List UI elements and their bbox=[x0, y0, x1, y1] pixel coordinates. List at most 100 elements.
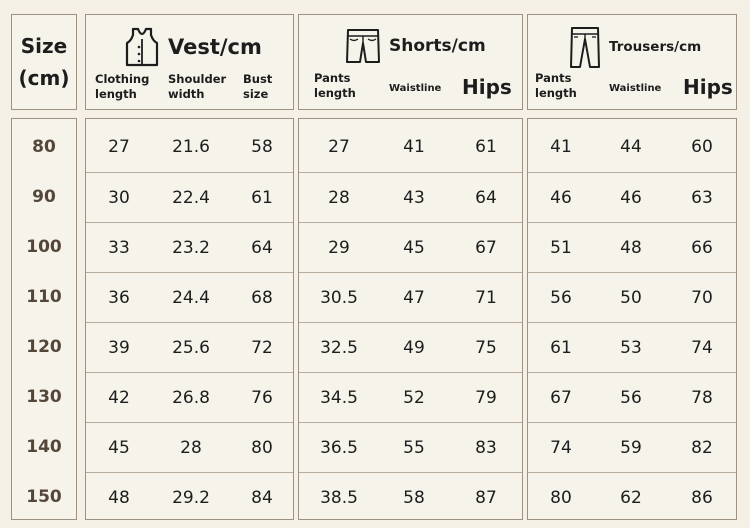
vest-row: 39 25.6 72 bbox=[86, 322, 293, 372]
vest-row: 42 26.8 76 bbox=[86, 372, 293, 422]
trousers-row: 67 56 78 bbox=[528, 372, 736, 422]
vest-cell: 22.4 bbox=[172, 187, 210, 208]
vest-cell: 48 bbox=[108, 487, 130, 508]
vest-cell: 36 bbox=[108, 287, 130, 308]
shorts-cell: 49 bbox=[403, 337, 425, 358]
size-value: 100 bbox=[26, 237, 62, 257]
shorts-cell: 38.5 bbox=[320, 487, 358, 508]
vest-cell: 64 bbox=[251, 237, 273, 258]
trousers-row: 46 46 63 bbox=[528, 172, 736, 222]
trousers-cell: 53 bbox=[620, 337, 642, 358]
vest-cell: 25.6 bbox=[172, 337, 210, 358]
vest-cell: 76 bbox=[251, 387, 273, 408]
trousers-cell: 56 bbox=[550, 287, 572, 308]
shorts-cell: 28 bbox=[328, 187, 350, 208]
shorts-cell: 71 bbox=[475, 287, 497, 308]
vest-col1-label: Clothing length bbox=[95, 72, 150, 101]
shorts-col3-label: Hips bbox=[462, 75, 512, 99]
shorts-row: 34.5 52 79 bbox=[299, 372, 522, 422]
vest-cell: 42 bbox=[108, 387, 130, 408]
trousers-cell: 62 bbox=[620, 487, 642, 508]
size-value: 90 bbox=[32, 187, 56, 207]
size-header: Size (cm) bbox=[11, 14, 77, 110]
vest-cell: 80 bbox=[251, 437, 273, 458]
shorts-cell: 87 bbox=[475, 487, 497, 508]
trousers-col3-label: Hips bbox=[683, 75, 733, 99]
trousers-cell: 46 bbox=[550, 187, 572, 208]
size-value: 150 bbox=[26, 487, 62, 507]
shorts-cell: 34.5 bbox=[320, 387, 358, 408]
shorts-row: 29 45 67 bbox=[299, 222, 522, 272]
vest-cell: 84 bbox=[251, 487, 273, 508]
trousers-col2-label: Waistline bbox=[609, 83, 662, 94]
vest-title: Vest/cm bbox=[168, 35, 262, 59]
trousers-cell: 86 bbox=[691, 487, 713, 508]
size-value: 120 bbox=[26, 337, 62, 357]
trousers-row: 74 59 82 bbox=[528, 422, 736, 472]
trousers-cell: 67 bbox=[550, 387, 572, 408]
trousers-table: 41 44 60 46 46 63 51 48 66 56 50 70 61 53 74 67 56 78 74 59… bbox=[527, 118, 737, 520]
trousers-cell: 78 bbox=[691, 387, 713, 408]
trousers-col1-label: Pants length bbox=[535, 71, 577, 100]
trousers-cell: 44 bbox=[620, 137, 642, 157]
shorts-cell: 47 bbox=[403, 287, 425, 308]
trousers-row: 56 50 70 bbox=[528, 272, 736, 322]
shorts-cell: 79 bbox=[475, 387, 497, 408]
size-value: 80 bbox=[32, 137, 56, 157]
size-column: 80 90 100 110 120 130 140 150 bbox=[11, 118, 77, 520]
shorts-row: 28 43 64 bbox=[299, 172, 522, 222]
shorts-row: 30.5 47 71 bbox=[299, 272, 522, 322]
shorts-title: Shorts/cm bbox=[389, 36, 486, 56]
shorts-cell: 55 bbox=[403, 437, 425, 458]
shorts-cell: 61 bbox=[475, 137, 497, 157]
shorts-row: 36.5 55 83 bbox=[299, 422, 522, 472]
trousers-cell: 70 bbox=[691, 287, 713, 308]
shorts-col1-label: Pants length bbox=[314, 71, 356, 100]
shorts-col2-label: Waistline bbox=[389, 83, 442, 94]
vest-cell: 58 bbox=[251, 137, 273, 157]
trousers-cell: 63 bbox=[691, 187, 713, 208]
shorts-cell: 36.5 bbox=[320, 437, 358, 458]
vest-row: 45 28 80 bbox=[86, 422, 293, 472]
shorts-row: 27 41 61 bbox=[299, 122, 522, 172]
shorts-cell: 58 bbox=[403, 487, 425, 508]
vest-cell: 27 bbox=[108, 137, 130, 157]
size-header-line2: (cm) bbox=[18, 66, 70, 90]
trousers-cell: 61 bbox=[550, 337, 572, 358]
vest-cell: 29.2 bbox=[172, 487, 210, 508]
size-value: 130 bbox=[26, 387, 62, 407]
trousers-cell: 82 bbox=[691, 437, 713, 458]
vest-cell: 61 bbox=[251, 187, 273, 208]
vest-row: 30 22.4 61 bbox=[86, 172, 293, 222]
vest-cell: 45 bbox=[108, 437, 130, 458]
shorts-header: Shorts/cm Pants length Waistline Hips bbox=[298, 14, 523, 110]
trousers-cell: 51 bbox=[550, 237, 572, 258]
vest-cell: 21.6 bbox=[172, 137, 210, 157]
vest-cell: 23.2 bbox=[172, 237, 210, 258]
trousers-cell: 66 bbox=[691, 237, 713, 258]
shorts-row: 32.5 49 75 bbox=[299, 322, 522, 372]
trousers-cell: 41 bbox=[550, 137, 572, 157]
shorts-cell: 75 bbox=[475, 337, 497, 358]
vest-cell: 39 bbox=[108, 337, 130, 358]
size-value: 110 bbox=[26, 287, 62, 307]
trousers-header: Trousers/cm Pants length Waistline Hips bbox=[527, 14, 737, 110]
trousers-row: 41 44 60 bbox=[528, 122, 736, 172]
shorts-cell: 30.5 bbox=[320, 287, 358, 308]
size-value: 140 bbox=[26, 437, 62, 457]
shorts-row: 38.5 58 87 bbox=[299, 472, 522, 522]
vest-cell: 68 bbox=[251, 287, 273, 308]
vest-cell: 72 bbox=[251, 337, 273, 358]
vest-col3-label: Bust size bbox=[243, 72, 273, 101]
trousers-cell: 74 bbox=[550, 437, 572, 458]
vest-cell: 33 bbox=[108, 237, 130, 258]
trousers-row: 80 62 86 bbox=[528, 472, 736, 522]
trousers-cell: 46 bbox=[620, 187, 642, 208]
trousers-title: Trousers/cm bbox=[609, 39, 702, 55]
trousers-cell: 80 bbox=[550, 487, 572, 508]
trousers-cell: 74 bbox=[691, 337, 713, 358]
trousers-cell: 60 bbox=[691, 137, 713, 157]
trousers-cell: 56 bbox=[620, 387, 642, 408]
trousers-cell: 50 bbox=[620, 287, 642, 308]
trousers-icon bbox=[570, 27, 600, 68]
